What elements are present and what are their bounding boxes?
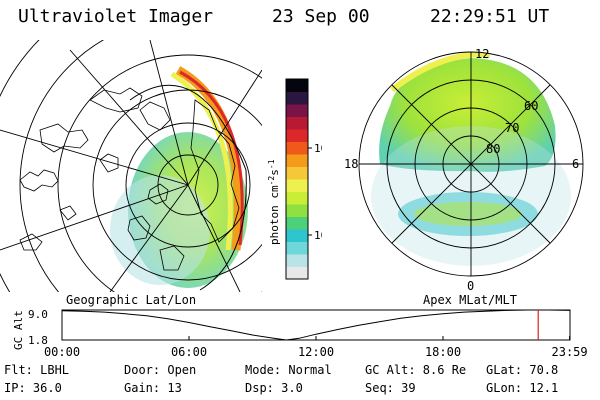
status-gain: Gain: 13 bbox=[124, 381, 182, 395]
altitude-ytick-min: 1.8 bbox=[28, 334, 48, 347]
colorbar-band bbox=[286, 79, 308, 92]
mlt-label-0: 0 bbox=[467, 279, 474, 293]
colorbar-band bbox=[286, 116, 308, 130]
status-gc-alt: GC Alt: 8.6 Re bbox=[365, 363, 467, 377]
status-flt: Flt: LBHL bbox=[4, 363, 70, 377]
colorbar-band bbox=[286, 141, 308, 155]
observation-time: 22:29:51 UT bbox=[430, 6, 550, 27]
status-door: Door: Open bbox=[124, 363, 197, 377]
status-glon: GLon: 12.1 bbox=[486, 381, 559, 395]
right-panel-caption: Apex MLat/MLT bbox=[423, 293, 517, 307]
colorbar-gradient bbox=[286, 79, 308, 280]
altitude-ytick-max: 9.0 bbox=[28, 308, 48, 321]
nightside-oval-core bbox=[414, 202, 522, 226]
auroral-emission-polar bbox=[379, 58, 556, 172]
colorbar-band bbox=[286, 216, 308, 230]
geographic-map-panel bbox=[0, 40, 262, 292]
polar-mlt-panel: 12 6 0 18 60 70 80 bbox=[344, 47, 584, 293]
colorbar-unit-label: photon cm-2s-1 bbox=[267, 159, 281, 245]
altitude-xtick-label: 12:00 bbox=[298, 345, 334, 359]
colorbar-band bbox=[286, 166, 308, 180]
colorbar-band bbox=[286, 129, 308, 142]
altitude-xticks: 00:00 06:00 12:00 18:00 23:59 bbox=[44, 336, 588, 359]
altitude-ylabel: GC Alt bbox=[12, 310, 25, 350]
latitude-circles bbox=[0, 40, 262, 292]
altitude-xtick-label: 23:59 bbox=[552, 345, 588, 359]
meridian-lines bbox=[0, 40, 262, 292]
colorbar-band bbox=[286, 266, 308, 280]
left-panel-caption: Geographic Lat/Lon bbox=[66, 293, 197, 307]
mlt-label-6: 6 bbox=[572, 157, 579, 171]
colorbar-ticks bbox=[308, 147, 312, 236]
colorbar-tick-100: 100 bbox=[314, 142, 322, 155]
mlt-label-12: 12 bbox=[475, 47, 489, 61]
status-seq: Seq: 39 bbox=[365, 381, 416, 395]
earth-limb bbox=[129, 84, 247, 291]
colorbar-band bbox=[286, 104, 308, 117]
altitude-xtick-label: 06:00 bbox=[171, 345, 207, 359]
altitude-curve bbox=[61, 309, 570, 341]
colorbar-tick-10: 10 bbox=[314, 229, 322, 242]
colorbar-band bbox=[286, 191, 308, 205]
status-ip: IP: 36.0 bbox=[4, 381, 62, 395]
mlt-label-18: 18 bbox=[344, 157, 358, 171]
colorbar-band bbox=[286, 91, 308, 105]
coastlines bbox=[19, 87, 240, 271]
colorbar-band bbox=[286, 241, 308, 255]
colorbar-band bbox=[286, 254, 308, 267]
observation-date: 23 Sep 00 bbox=[272, 6, 370, 27]
mlt-meridians bbox=[359, 52, 583, 276]
status-glat: GLat: 70.8 bbox=[486, 363, 559, 377]
mlat-label-60: 60 bbox=[524, 99, 538, 113]
colorbar-band bbox=[286, 204, 308, 217]
altitude-plot: GC Alt 9.0 1.8 00:00 06:00 12:00 18:00 23:59 bbox=[12, 308, 588, 359]
altitude-xtick-label: 18:00 bbox=[425, 345, 461, 359]
dayside-arc-edge bbox=[170, 71, 233, 251]
colorbar-band bbox=[286, 179, 308, 192]
status-mode: Mode: Normal bbox=[245, 363, 332, 377]
mlat-label-80: 80 bbox=[486, 142, 500, 156]
altitude-xtick-label: 00:00 bbox=[44, 345, 80, 359]
instrument-title: Ultraviolet Imager bbox=[18, 6, 214, 27]
colorbar-band bbox=[286, 154, 308, 167]
dayside-cusp-emission bbox=[390, 52, 491, 93]
status-dsp: Dsp: 3.0 bbox=[245, 381, 303, 395]
colorbar-frame bbox=[285, 78, 309, 280]
dayside-arc-core bbox=[179, 70, 244, 246]
mlat-label-70: 70 bbox=[505, 121, 519, 135]
colorbar-band bbox=[286, 229, 308, 242]
colorbar: 100 10 photon cm-2s-1 bbox=[267, 78, 322, 280]
